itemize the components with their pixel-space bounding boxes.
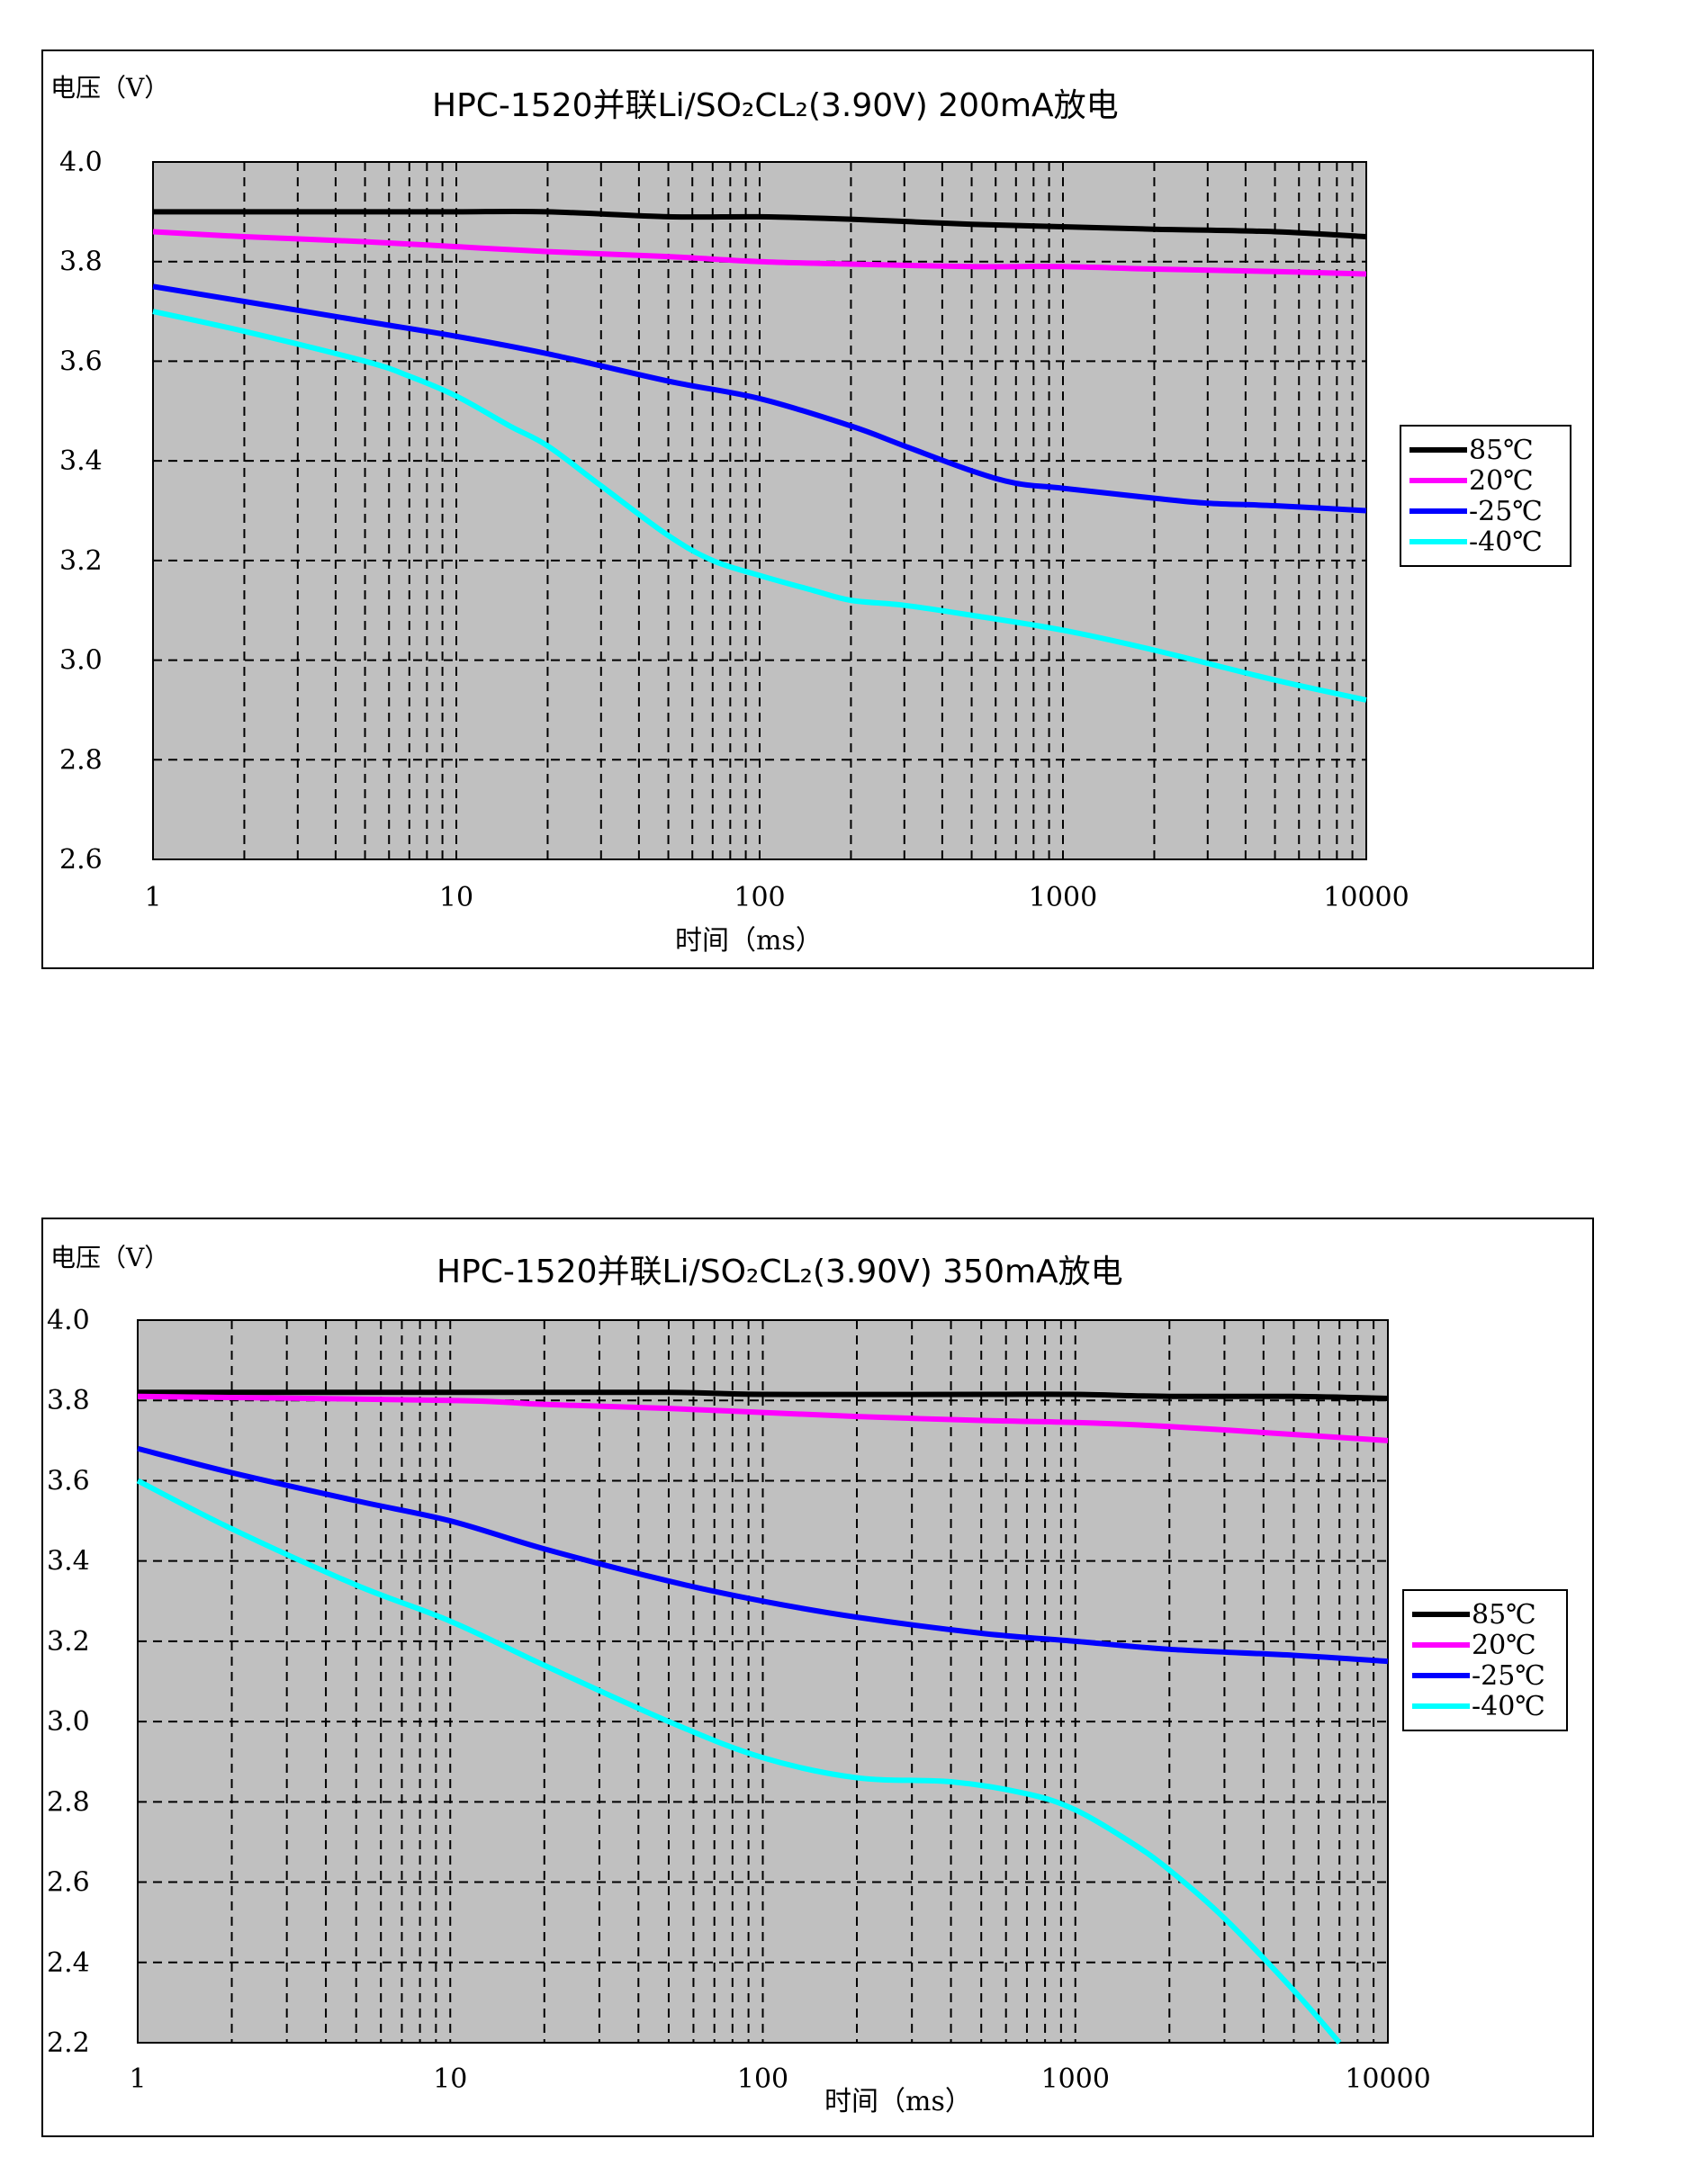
x-tick-label: 100: [734, 882, 785, 913]
legend-entry: 85℃: [1472, 1599, 1536, 1631]
legend-entry: -25℃: [1472, 1660, 1545, 1692]
y-tick-label: 2.8: [47, 1786, 90, 1818]
x-tick-label: 1000: [1041, 2063, 1110, 2095]
series-lines: [152, 208, 1367, 703]
y-tick-label: 3.4: [59, 445, 103, 477]
y-tick-label: 3.2: [59, 545, 103, 577]
legend-entry: 85℃: [1469, 435, 1534, 466]
series-line: [153, 208, 1367, 240]
y-tick-label: 3.0: [59, 645, 103, 677]
chart-panel-200ma: 电压（V） HPC-1520并联Li/SO₂CL₂(3.90V) 200mA放电…: [41, 49, 1594, 969]
series-line: [152, 283, 1367, 514]
grid-lines: [153, 162, 1366, 859]
series-lines: [136, 1389, 1389, 2045]
chart-title: HPC-1520并联Li/SO₂CL₂(3.90V) 350mA放电: [437, 1254, 1123, 1290]
chart-200ma-svg: 电压（V） HPC-1520并联Li/SO₂CL₂(3.90V) 200mA放电…: [50, 73, 1571, 957]
y-tick-label: 2.8: [59, 744, 103, 776]
y-tick-label: 3.6: [59, 346, 103, 377]
legend-entry: -25℃: [1469, 496, 1543, 527]
legend: 85℃20℃-25℃-40℃: [1400, 425, 1571, 567]
y-tick-label: 3.8: [59, 247, 103, 278]
x-tick-labels: 1 10 100 1000 10000: [144, 882, 1409, 913]
grid-lines: [138, 1320, 1388, 2043]
legend-entry: -40℃: [1469, 526, 1543, 558]
legend-entry: 20℃: [1472, 1630, 1536, 1661]
x-axis-label: 时间（ms）: [675, 925, 823, 957]
y-tick-label: 4.0: [47, 1305, 90, 1336]
y-tick-label: 2.6: [59, 844, 103, 876]
chart-panel-350ma: 电压（V） HPC-1520并联Li/SO₂CL₂(3.90V) 350mA放电…: [41, 1218, 1594, 2137]
y-tick-label: 3.0: [47, 1706, 90, 1738]
x-tick-label: 10: [439, 882, 473, 913]
legend-entry: 20℃: [1469, 465, 1534, 497]
y-tick-label: 2.4: [47, 1947, 90, 1979]
series-line: [138, 1389, 1389, 1401]
plot-area: [152, 161, 1367, 860]
y-axis-label: 电压（V）: [50, 73, 169, 103]
x-axis-label: 时间（ms）: [824, 2086, 972, 2117]
x-tick-label: 10: [433, 2063, 467, 2095]
chart-350ma-svg: 电压（V） HPC-1520并联Li/SO₂CL₂(3.90V) 350mA放电…: [47, 1243, 1568, 2117]
y-tick-label: 2.6: [47, 1867, 90, 1899]
x-tick-label: 100: [737, 2063, 788, 2095]
y-tick-labels: 2.6 2.8 3.0 3.2 3.4 3.6 3.8 4.0: [59, 147, 103, 876]
legend: 85℃20℃-25℃-40℃: [1402, 1589, 1568, 1731]
y-tick-label: 2.2: [47, 2027, 90, 2059]
y-tick-label: 4.0: [59, 147, 103, 178]
x-tick-labels: 1 10 100 1000 10000: [129, 2063, 1430, 2095]
x-tick-label: 1: [129, 2063, 146, 2095]
y-tick-label: 3.4: [47, 1546, 90, 1577]
y-tick-label: 3.8: [47, 1385, 90, 1416]
legend-entry: -40℃: [1472, 1691, 1545, 1722]
x-tick-label: 10000: [1323, 882, 1409, 913]
series-line: [136, 1478, 1342, 2045]
x-tick-label: 1000: [1029, 882, 1097, 913]
y-tick-labels: 2.2 2.4 2.6 2.8 3.0 3.2 3.4 3.6 3.8 4.0: [47, 1305, 90, 2059]
series-line: [137, 1393, 1389, 1443]
series-line: [137, 1445, 1389, 1665]
y-tick-label: 3.2: [47, 1626, 90, 1658]
series-line: [152, 229, 1367, 277]
series-line: [152, 309, 1367, 703]
x-tick-label: 1: [144, 882, 161, 913]
y-tick-label: 3.6: [47, 1465, 90, 1496]
chart-title: HPC-1520并联Li/SO₂CL₂(3.90V) 200mA放电: [432, 87, 1119, 124]
y-axis-label: 电压（V）: [50, 1243, 169, 1272]
x-tick-label: 10000: [1345, 2063, 1430, 2095]
